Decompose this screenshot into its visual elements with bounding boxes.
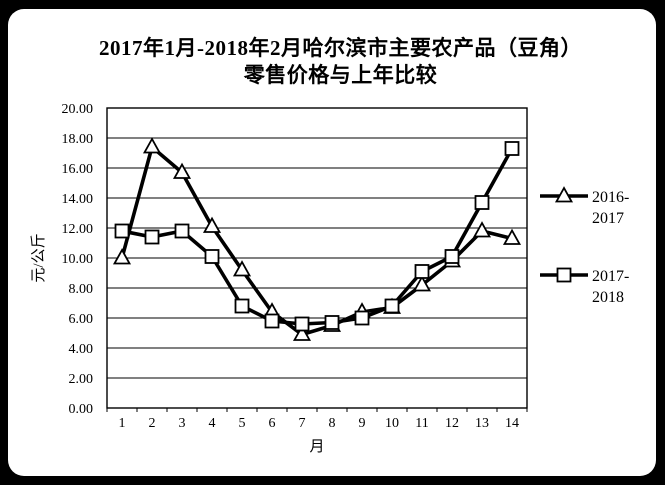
y-tick-label: 12.00 <box>62 222 94 237</box>
x-tick-label: 5 <box>239 416 246 431</box>
data-point-2016-2017-month-13 <box>472 221 492 238</box>
data-point-2017-2018-month-6 <box>264 313 280 329</box>
x-tick-label: 11 <box>415 416 428 431</box>
data-point-2017-2018-month-2 <box>144 229 160 245</box>
x-tick-label: 9 <box>359 416 366 431</box>
legend-marker-square-icon <box>556 267 572 283</box>
y-axis-title: 元/公斤 <box>30 233 47 282</box>
x-tick-label: 8 <box>329 416 336 431</box>
data-point-2016-2017-month-14 <box>502 228 522 245</box>
data-point-2016-2017-month-3 <box>172 162 192 179</box>
data-point-2017-2018-month-9 <box>354 310 370 326</box>
y-tick-label: 10.00 <box>62 252 94 267</box>
y-tick-label: 2.00 <box>69 372 94 387</box>
legend-label-2016-2017: 2016-2017 <box>592 189 629 227</box>
data-point-2016-2017-month-11 <box>412 275 432 292</box>
y-tick-label: 0.00 <box>69 402 94 417</box>
x-tick-label: 1 <box>119 416 126 431</box>
data-point-2017-2018-month-4 <box>204 249 220 264</box>
data-point-2017-2018-month-7 <box>294 316 310 332</box>
legend-label-2017-2018: 2017-2018 <box>592 268 629 306</box>
data-point-2017-2018-month-5 <box>234 298 250 314</box>
y-tick-label: 4.00 <box>69 342 94 357</box>
x-axis-title: 月 <box>309 439 324 455</box>
y-tick-label: 8.00 <box>69 282 94 297</box>
data-point-2016-2017-month-1 <box>112 248 132 265</box>
data-point-2017-2018-month-13 <box>474 195 490 210</box>
data-point-2017-2018-month-10 <box>384 298 400 314</box>
legend-marker-triangle-icon <box>554 186 574 203</box>
data-point-2016-2017-month-5 <box>232 260 252 277</box>
y-tick-label: 16.00 <box>62 162 94 177</box>
y-tick-label: 14.00 <box>62 192 94 207</box>
data-point-2017-2018-month-3 <box>174 223 190 239</box>
x-tick-label: 3 <box>179 416 186 431</box>
y-tick-label: 18.00 <box>62 132 94 147</box>
x-tick-label: 2 <box>149 416 156 431</box>
chart-title: 2017年1月-2018年2月哈尔滨市主要农产品（豆角） 零售价格与上年比较 <box>8 35 665 89</box>
data-point-2016-2017-month-7 <box>292 324 312 341</box>
x-tick-label: 4 <box>209 416 216 431</box>
x-tick-label: 13 <box>475 416 489 431</box>
x-tick-label: 10 <box>385 416 399 431</box>
chart-title-line-1: 2017年1月-2018年2月哈尔滨市主要农产品（豆角） <box>99 36 582 60</box>
data-point-2016-2017-month-4 <box>202 216 222 233</box>
data-point-2016-2017-month-2 <box>142 137 162 154</box>
y-tick-label: 6.00 <box>69 312 94 327</box>
x-tick-label: 14 <box>505 416 519 431</box>
chart-title-line-2: 零售价格与上年比较 <box>243 63 438 87</box>
data-point-2017-2018-month-1 <box>114 223 130 239</box>
x-tick-label: 7 <box>299 416 306 431</box>
data-point-2017-2018-month-11 <box>414 264 430 279</box>
data-point-2017-2018-month-8 <box>324 315 340 330</box>
x-tick-label: 12 <box>445 416 459 431</box>
y-tick-label: 20.00 <box>62 102 94 117</box>
data-point-2017-2018-month-14 <box>504 141 520 156</box>
x-tick-label: 6 <box>269 416 276 431</box>
data-point-2017-2018-month-12 <box>444 249 460 264</box>
chart-panel: 2017年1月-2018年2月哈尔滨市主要农产品（豆角） 零售价格与上年比较 <box>8 9 656 476</box>
